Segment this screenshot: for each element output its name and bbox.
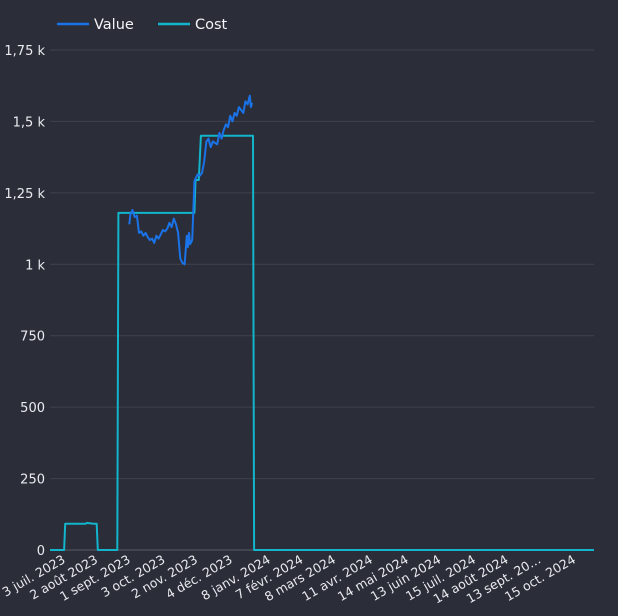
legend-item-cost[interactable]: Cost [158, 17, 228, 33]
plot-area [50, 94, 594, 551]
y-tick-label: 750 [20, 330, 45, 345]
y-tick-label: 1,25 k [4, 187, 45, 202]
chart-legend: Value Cost [57, 17, 228, 33]
y-tick-label: 1,75 k [4, 44, 45, 59]
y-tick-label: 250 [20, 473, 45, 488]
y-tick-label: 500 [20, 401, 45, 416]
series-line-value[interactable] [128, 94, 253, 266]
legend-label-cost: Cost [195, 17, 228, 33]
grid-lines [50, 49, 594, 551]
y-tick-label: 1 k [25, 258, 45, 273]
legend-label-value: Value [94, 17, 134, 33]
series-line-cost[interactable] [50, 134, 594, 551]
legend-item-value[interactable]: Value [57, 17, 134, 33]
y-tick-label: 1,5 k [13, 115, 46, 130]
y-axis: 0 250 500 750 1 k 1,25 k 1,5 k 1,75 k [4, 44, 45, 559]
y-tick-label: 0 [37, 544, 45, 559]
